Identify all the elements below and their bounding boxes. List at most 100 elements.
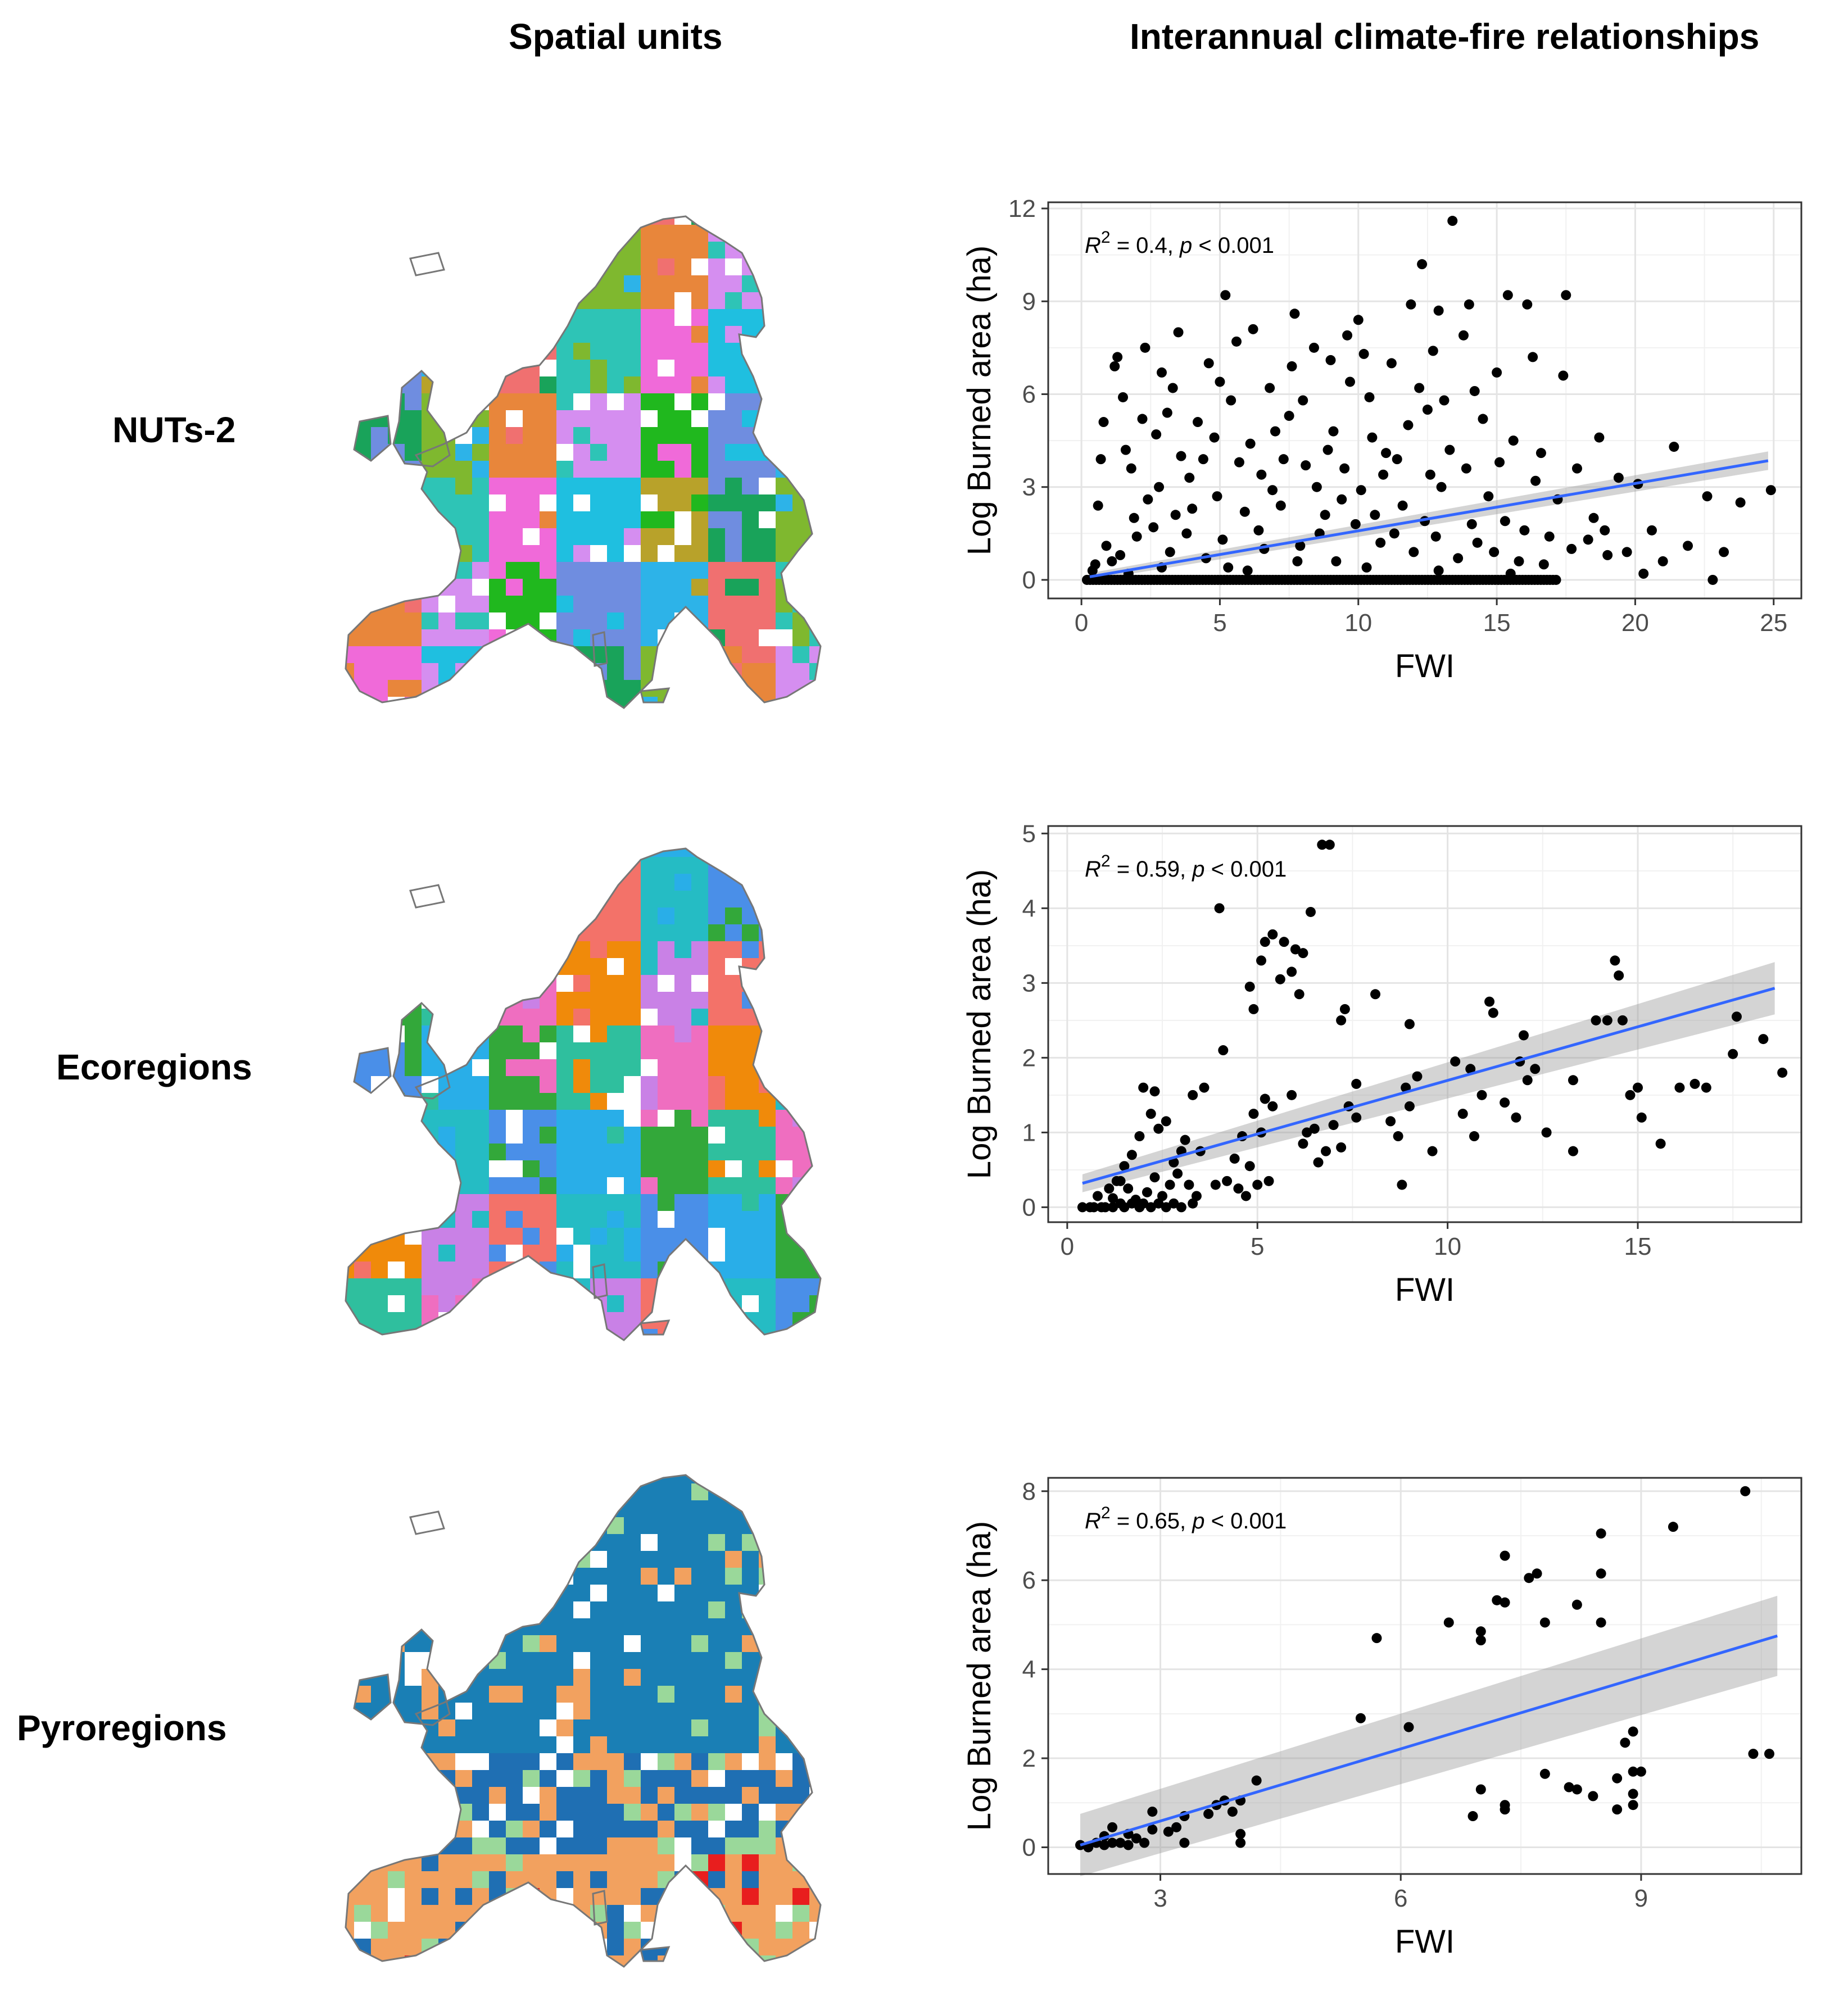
data-point [1561, 290, 1571, 301]
data-point [1617, 1015, 1628, 1026]
y-tick-label: 3 [1022, 474, 1036, 501]
x-tick-label: 10 [1344, 609, 1372, 637]
data-point [1107, 1822, 1118, 1832]
data-point [1251, 1775, 1262, 1786]
data-point [1620, 1737, 1630, 1748]
confidence-band [1080, 1595, 1778, 1876]
data-point [1235, 1828, 1246, 1839]
data-point [1275, 500, 1286, 511]
x-tick-label: 0 [1075, 609, 1088, 637]
data-point [1522, 1075, 1533, 1086]
data-point [1731, 1011, 1742, 1022]
data-point [1107, 556, 1117, 566]
nuts2-scatter-plot: 0 5 10 15 20 25 0 3 6 9 12 FWI Log Burned area (ha) R… [961, 195, 1802, 684]
map-outline [345, 215, 822, 709]
data-point [1443, 1617, 1454, 1628]
data-point [1735, 497, 1746, 508]
map-outline [392, 1628, 451, 1726]
data-point [1165, 547, 1175, 557]
data-point [1469, 385, 1480, 396]
ecoregions-scatter-plot: 0 5 10 15 0 1 2 3 4 5 FWI Log Burned area (ha) R2 = … [961, 820, 1802, 1308]
data-point [1244, 981, 1255, 992]
data-point [1422, 405, 1433, 415]
data-point [1168, 1157, 1179, 1168]
data-point [1355, 1713, 1366, 1723]
map-outline [640, 687, 671, 704]
data-point [1591, 1015, 1601, 1026]
map-outline [409, 252, 445, 276]
data-point [1612, 1804, 1623, 1815]
nuts2-map [345, 215, 822, 709]
data-point [1500, 1097, 1510, 1108]
data-point [1248, 1109, 1259, 1119]
data-point [1198, 454, 1208, 465]
data-point [1234, 457, 1244, 468]
data-point [1602, 1015, 1613, 1026]
data-point [1568, 1146, 1578, 1156]
data-point [1313, 1157, 1324, 1168]
map-outline [640, 1319, 671, 1336]
data-point [1358, 348, 1369, 359]
x-tick-label: 9 [1634, 1885, 1648, 1912]
data-point [1475, 1635, 1486, 1646]
data-point [1184, 473, 1195, 483]
data-point [1265, 383, 1275, 393]
confidence-band [1082, 962, 1775, 1192]
data-point [1538, 559, 1549, 570]
data-point [1233, 1183, 1244, 1194]
data-point [1170, 510, 1181, 520]
data-point [1134, 1131, 1145, 1142]
data-point [1600, 525, 1610, 536]
data-point [1475, 1626, 1486, 1637]
data-point [1764, 1749, 1774, 1759]
data-point [1161, 1202, 1171, 1213]
data-point [1530, 1064, 1541, 1074]
data-point [1777, 1067, 1788, 1078]
data-point [1138, 1198, 1149, 1209]
data-point [1350, 519, 1361, 529]
data-point [1488, 1008, 1498, 1018]
data-point [1433, 565, 1444, 576]
y-tick-label: 2 [1022, 1044, 1036, 1072]
data-point [1099, 1840, 1109, 1850]
data-point [1126, 463, 1136, 474]
data-point [1222, 1176, 1233, 1186]
data-point [1528, 352, 1538, 362]
data-point [1220, 290, 1231, 301]
data-point [1740, 1486, 1751, 1496]
data-point [1628, 1726, 1638, 1737]
map-fill [346, 848, 821, 1340]
data-point [1500, 1597, 1510, 1608]
data-point [1115, 550, 1126, 560]
data-point [1129, 512, 1139, 523]
data-point [1447, 216, 1458, 226]
y-tick-label: 12 [1008, 195, 1036, 223]
data-point [1461, 463, 1471, 474]
data-point [1279, 937, 1289, 947]
data-point [1337, 494, 1347, 505]
data-point [1270, 426, 1280, 437]
x-tick-label: 15 [1624, 1233, 1652, 1260]
x-tick-label: 20 [1621, 609, 1649, 637]
data-point [1632, 1082, 1643, 1093]
data-point [1522, 299, 1533, 310]
data-point [1558, 370, 1569, 381]
data-point [1267, 1101, 1278, 1111]
data-point [1176, 451, 1186, 461]
data-point [1328, 426, 1339, 437]
data-point [1466, 519, 1477, 529]
data-point [1137, 414, 1148, 424]
data-point [1321, 1146, 1331, 1156]
data-point [1403, 1722, 1414, 1732]
data-point [1295, 541, 1306, 551]
map-fill [346, 1475, 821, 1967]
data-point [1403, 420, 1414, 430]
relationships-header: Interannual climate-fire relationships [1130, 16, 1760, 57]
data-point [1095, 454, 1106, 465]
data-point [1256, 469, 1267, 480]
data-point [1090, 559, 1100, 570]
data-point [1397, 1179, 1407, 1190]
data-point [1311, 482, 1322, 492]
data-point [1519, 525, 1530, 536]
data-point [1278, 454, 1289, 465]
